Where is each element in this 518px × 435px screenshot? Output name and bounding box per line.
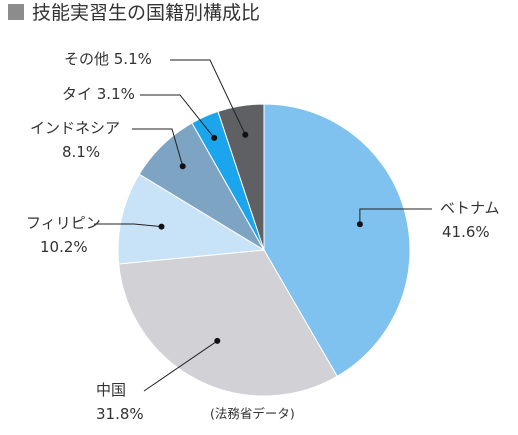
slice-label: タイ 3.1% — [62, 85, 135, 103]
slice-label: その他 5.1% — [64, 50, 152, 68]
slice-label: 10.2% — [40, 238, 88, 256]
slice-label: 41.6% — [442, 223, 490, 241]
pie-slice-1 — [263, 103, 411, 378]
slice-labels: ベトナム 41.6% 中国 31.8% フィリピン 10.2% インドネシア 8.1% タイ 3… — [26, 50, 500, 423]
slice-label: 8.1% — [62, 143, 100, 161]
leader-dot-6 — [242, 131, 249, 138]
pie-slices — [117, 103, 411, 397]
leader-line-6 — [170, 59, 246, 135]
slice-label: 31.8% — [96, 405, 144, 423]
leader-line-2 — [143, 340, 218, 392]
chart-title: 技能実習生の国籍別構成比 — [32, 2, 260, 24]
leader-dot-1 — [356, 221, 363, 228]
leader-dot-5 — [211, 134, 218, 141]
leader-line-4 — [132, 128, 184, 167]
pie-slice-3 — [117, 173, 266, 265]
leader-line-5 — [140, 94, 215, 139]
pie-slice-2 — [118, 249, 338, 397]
leader-dot-3 — [158, 223, 165, 230]
slice-label-name: インドネシア — [30, 119, 120, 137]
leader-dot-4 — [179, 163, 186, 170]
leader-line-3 — [94, 223, 162, 228]
source-note: (法務省データ) — [210, 406, 295, 421]
leader-line-1 — [359, 208, 432, 225]
slice-label-name: フィリピン — [26, 214, 101, 232]
pie-slice-6 — [217, 103, 265, 251]
leader-dot-2 — [214, 337, 221, 344]
leader-lines — [94, 59, 432, 392]
slice-label-name: 中国 — [96, 381, 126, 399]
slice-label-name: ベトナム — [440, 199, 500, 217]
title-marker — [8, 4, 24, 20]
